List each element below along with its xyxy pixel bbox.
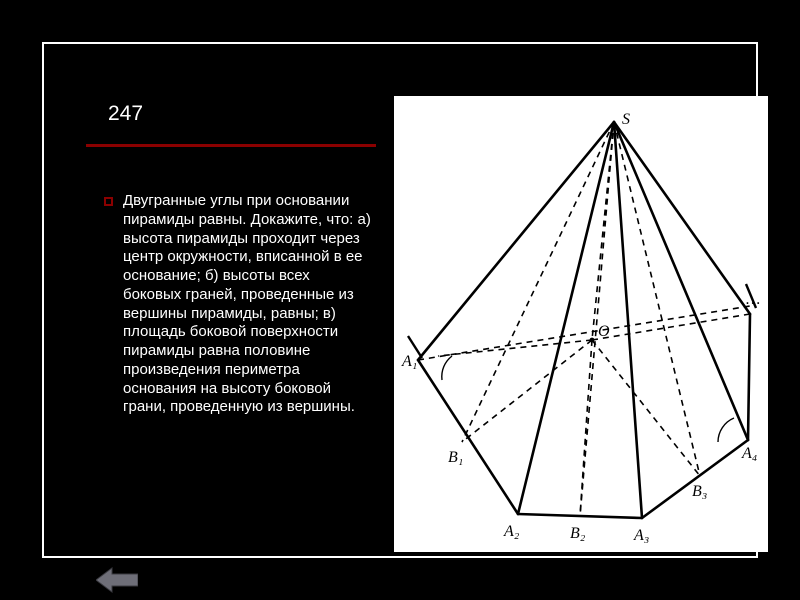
svg-text:B₂: B₂: [570, 525, 586, 542]
arrow-left-shape: [96, 568, 138, 592]
svg-text:A₄: A₄: [741, 445, 757, 462]
arrow-left-icon: [96, 566, 138, 594]
svg-text:O: O: [598, 323, 610, 340]
square-bullet-icon: [104, 197, 113, 206]
slide-frame: 247 Двугранные углы при основании пирами…: [42, 42, 758, 558]
list-item: Двугранные углы при основании пирамиды р…: [104, 192, 372, 417]
svg-text:B₁: B₁: [448, 449, 463, 466]
svg-text:A₁: A₁: [401, 353, 417, 370]
slide-number: 247: [108, 102, 143, 126]
svg-text:S: S: [622, 111, 630, 128]
svg-text:B₃: B₃: [692, 483, 707, 500]
pyramid-svg: S O A₁ A₂ A₃ A₄ … B₁ B₂ B₃: [394, 96, 768, 552]
bullet-list: Двугранные углы при основании пирамиды р…: [104, 192, 372, 417]
accent-rule: [86, 144, 376, 147]
pyramid-figure: S O A₁ A₂ A₃ A₄ … B₁ B₂ B₃: [394, 96, 768, 552]
svg-text:A₃: A₃: [633, 527, 649, 544]
svg-text:…: …: [746, 291, 760, 308]
back-button[interactable]: [96, 566, 138, 594]
svg-text:A₂: A₂: [503, 523, 520, 540]
bullet-text: Двугранные углы при основании пирамиды р…: [123, 192, 372, 417]
